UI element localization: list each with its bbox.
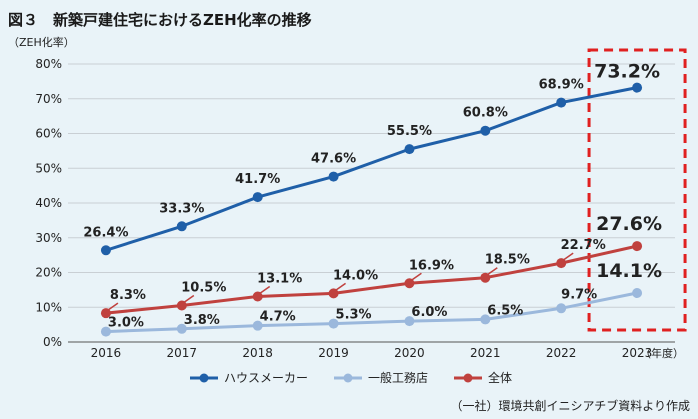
data-point — [100, 326, 111, 337]
y-tick-label: 60% — [35, 127, 62, 141]
x-axis-unit: （年度） — [640, 346, 684, 360]
data-point — [328, 171, 339, 182]
legend-label: 全体 — [488, 370, 512, 385]
data-label: 14.1% — [596, 260, 662, 282]
data-point — [328, 318, 339, 329]
data-point — [404, 144, 415, 155]
chart-title: 図３ 新築戸建住宅におけるZEH化率の推移 — [8, 11, 312, 29]
data-point — [252, 320, 263, 331]
data-point — [556, 303, 567, 314]
label-leader — [411, 272, 422, 281]
series-line — [105, 86, 638, 252]
data-label: 8.3% — [110, 288, 146, 303]
x-tick-labels: 2016 2017 2018 2019 2020 2021 2022 2023 — [91, 346, 653, 360]
x-tick-label: 2016 — [91, 346, 122, 360]
legend-label: ハウスメーカー — [224, 371, 308, 385]
y-tick-labels: 0% 10% 20% 30% 40% 50% 60% 70% 80% — [35, 57, 62, 349]
y-tick-label: 40% — [35, 196, 62, 210]
data-label: 55.5% — [387, 124, 432, 139]
data-label: 6.0% — [411, 305, 447, 320]
highlight-2023-box — [587, 48, 687, 332]
data-label: 16.9% — [409, 258, 454, 273]
series-line — [105, 244, 638, 315]
data-label: 22.7% — [561, 238, 606, 253]
y-axis-unit: （ZEH化率） — [8, 35, 75, 49]
legend-label: 一般工務店 — [368, 370, 428, 385]
data-label: 73.2% — [594, 61, 660, 83]
x-tick-label: 2018 — [242, 346, 273, 360]
legend-marker — [463, 373, 473, 383]
data-label: 68.9% — [539, 78, 584, 93]
data-label: 18.5% — [485, 253, 530, 268]
legend-marker — [343, 373, 353, 383]
y-tick-label: 0% — [43, 335, 62, 349]
y-tick-label: 10% — [35, 300, 62, 314]
x-tick-label: 2019 — [318, 346, 349, 360]
data-label: 33.3% — [159, 201, 204, 216]
data-point — [480, 314, 491, 325]
label-leader — [486, 267, 498, 276]
label-leader — [259, 285, 271, 295]
data-label: 27.6% — [596, 213, 662, 235]
x-tick-label: 2022 — [546, 346, 577, 360]
data-label: 47.6% — [311, 152, 356, 167]
data-label: 10.5% — [181, 281, 226, 296]
data-point — [632, 241, 643, 252]
data-labels: 26.4% 33.3% 41.7% 47.6% 55.5% 60.8% 68.9% 73.2%… — [83, 61, 662, 331]
y-tick-label: 70% — [35, 92, 62, 106]
data-point — [176, 323, 187, 334]
legend: ハウスメーカー 一般工務店 全体 — [190, 370, 512, 385]
data-label: 6.5% — [487, 303, 523, 318]
x-tick-label: 2023 — [622, 346, 653, 360]
data-label: 5.3% — [336, 308, 372, 323]
data-point — [252, 192, 263, 203]
data-label: 60.8% — [463, 106, 508, 121]
data-point — [176, 221, 187, 232]
data-point — [632, 288, 643, 299]
label-leader — [562, 252, 574, 261]
series-lines — [100, 82, 643, 337]
data-label: 9.7% — [561, 287, 597, 302]
y-tick-label: 50% — [35, 161, 62, 175]
x-tick-label: 2017 — [167, 346, 198, 360]
label-leader — [183, 294, 195, 304]
y-tick-label: 30% — [35, 231, 62, 245]
data-label: 26.4% — [83, 225, 128, 240]
data-point — [100, 245, 111, 256]
label-leader — [335, 282, 346, 291]
data-point — [480, 125, 491, 136]
x-tick-label: 2020 — [394, 346, 425, 360]
data-label: 14.0% — [333, 268, 378, 283]
data-label: 41.7% — [235, 172, 280, 187]
data-point — [632, 82, 643, 93]
source-note: （一社）環境共創イニシアチブ資料より作成 — [450, 398, 690, 413]
data-point — [556, 97, 567, 108]
data-label: 3.0% — [108, 316, 144, 331]
series-line — [105, 291, 638, 334]
data-label: 3.8% — [184, 313, 220, 328]
data-label: 4.7% — [260, 310, 296, 325]
data-label: 13.1% — [257, 271, 302, 286]
x-tick-label: 2021 — [470, 346, 501, 360]
legend-marker — [199, 373, 209, 383]
y-tick-label: 20% — [35, 266, 62, 280]
data-point — [404, 316, 415, 327]
label-leader — [107, 302, 119, 311]
y-tick-label: 80% — [35, 57, 62, 71]
